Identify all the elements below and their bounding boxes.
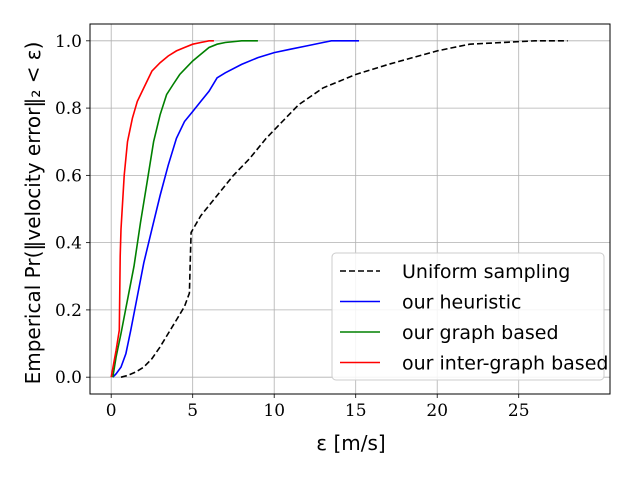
x-tick-label: 15	[345, 401, 367, 421]
series-line-0	[120, 39, 568, 378]
legend-label-1: our heuristic	[402, 292, 521, 314]
x-axis-label-text: ε [m/s]	[316, 431, 385, 455]
y-tick-label: 0.0	[55, 368, 82, 388]
series-line-3	[110, 39, 214, 378]
y-axis-label: Emperical Pr(‖velocity error‖₂ < ε)	[21, 42, 45, 385]
legend: Uniform sampling our heuristic our graph b…	[331, 252, 608, 381]
axis-ticks: 0 5 10 15 20 25 0.0 0.2 0.4 0.6 0.8 1.0	[55, 32, 530, 421]
y-tick-label: 0.8	[55, 99, 82, 119]
legend-label-3: our inter-graph based	[402, 353, 608, 375]
plot-frame	[89, 23, 611, 395]
x-tick-label: 20	[426, 401, 448, 421]
series-line-2	[112, 39, 258, 378]
x-tick-label: 25	[508, 401, 530, 421]
legend-box	[331, 252, 605, 381]
x-tick-label: 0	[106, 401, 117, 421]
y-tick-label: 1.0	[55, 32, 82, 52]
x-tick-label: 10	[263, 401, 285, 421]
y-tick-label: 0.4	[55, 234, 82, 254]
series-lines	[110, 39, 568, 378]
legend-label-2: our graph based	[402, 322, 559, 344]
legend-label-0: Uniform sampling	[402, 261, 570, 283]
x-axis-label: ε [m/s]	[316, 431, 385, 455]
y-tick-label: 0.2	[55, 301, 82, 321]
x-tick-label: 5	[187, 401, 198, 421]
series-line-1	[112, 39, 359, 378]
y-tick-label: 0.6	[55, 166, 82, 186]
grid	[90, 24, 610, 394]
